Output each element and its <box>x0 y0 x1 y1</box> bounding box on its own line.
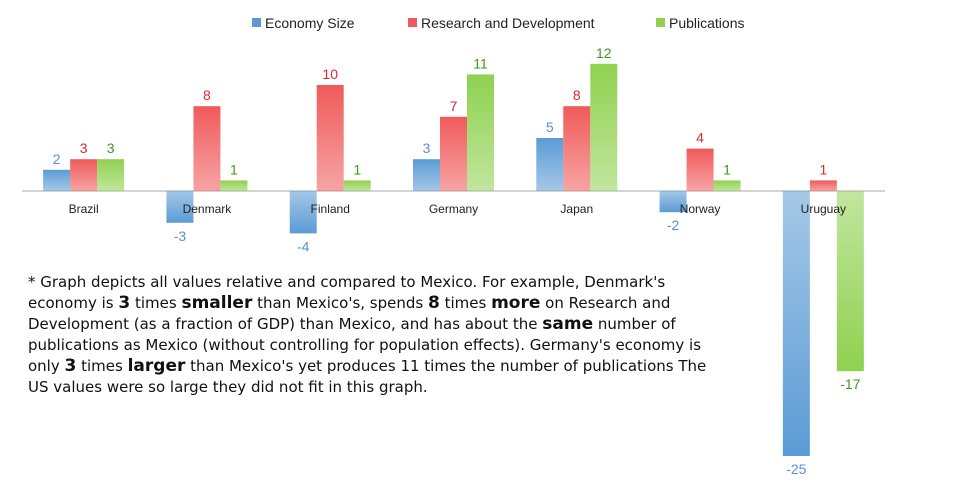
footnote-text-2: times <box>130 294 182 312</box>
x-tick-label-japan: Japan <box>560 202 593 216</box>
footnote-text-5: on Research and Development (as a fracti… <box>28 294 671 333</box>
footnote-text-8: than Mexico's yet produces 11 times the … <box>28 357 707 396</box>
footnote-text-7: times <box>76 357 128 375</box>
footnote-text-4: times <box>439 294 492 312</box>
legend-label-2: Publications <box>669 15 745 31</box>
data-label-finland-1: 10 <box>322 66 338 82</box>
bar-uruguay-2 <box>836 191 864 372</box>
legend-swatch-1 <box>408 18 417 27</box>
bar-denmark-2 <box>220 180 248 191</box>
x-tick-label-denmark: Denmark <box>183 202 233 216</box>
bar-norway-2 <box>713 180 741 191</box>
legend-label-1: Research and Development <box>421 15 595 31</box>
data-label-brazil-2: 3 <box>107 140 115 156</box>
x-tick-label-finland: Finland <box>311 202 350 216</box>
data-label-japan-1: 8 <box>573 87 581 103</box>
data-label-denmark-1: 8 <box>203 87 211 103</box>
data-label-denmark-0: -3 <box>174 228 187 244</box>
data-label-brazil-1: 3 <box>80 140 88 156</box>
data-label-japan-0: 5 <box>546 119 554 135</box>
bar-finland-0 <box>289 191 317 234</box>
bar-japan-0 <box>536 138 564 191</box>
bar-norway-0 <box>659 191 687 213</box>
bar-japan-2 <box>590 63 618 191</box>
bar-denmark-1 <box>193 106 221 191</box>
bar-finland-2 <box>343 180 371 191</box>
x-tick-label-norway: Norway <box>680 202 721 216</box>
bar-norway-1 <box>686 148 714 191</box>
data-label-germany-0: 3 <box>423 140 431 156</box>
footnote-num-2: 8 <box>427 293 440 313</box>
footnote-text-6: number of publications as Mexico (withou… <box>28 315 702 375</box>
data-label-uruguay-1: 1 <box>819 161 827 177</box>
bar-germany-2 <box>467 74 494 191</box>
data-label-uruguay-0: -25 <box>786 461 806 477</box>
footnote-word-larger: larger <box>127 356 186 376</box>
bar-brazil-2 <box>97 159 125 191</box>
bar-denmark-0 <box>166 191 194 223</box>
data-label-finland-0: -4 <box>297 238 310 254</box>
bar-germany-0 <box>413 159 440 191</box>
legend-label-0: Economy Size <box>265 15 355 31</box>
footnote-text-1: * Graph depicts all values relative and … <box>28 273 666 312</box>
bar-finland-1 <box>316 85 344 191</box>
bar-brazil-1 <box>70 159 98 191</box>
data-label-norway-0: -2 <box>667 217 680 233</box>
bar-japan-1 <box>563 106 591 191</box>
footnote-word-more: more <box>491 293 541 313</box>
bar-brazil-0 <box>43 169 71 191</box>
data-label-germany-1: 7 <box>450 98 458 114</box>
data-label-denmark-2: 1 <box>230 161 238 177</box>
data-label-japan-2: 12 <box>596 45 612 61</box>
data-label-brazil-0: 2 <box>53 151 61 167</box>
footnote-num-1: 3 <box>118 293 131 313</box>
legend-swatch-2 <box>656 18 665 27</box>
data-label-norway-2: 1 <box>723 161 731 177</box>
x-tick-label-germany: Germany <box>429 202 478 216</box>
data-label-uruguay-2: -17 <box>840 376 860 392</box>
x-tick-label-uruguay: Uruguay <box>801 202 846 216</box>
x-tick-label-brazil: Brazil <box>69 202 99 216</box>
footnote-num-3: 3 <box>64 356 77 376</box>
data-label-germany-2: 11 <box>473 55 488 71</box>
footnote-text-3: than Mexico's, spends <box>252 294 428 312</box>
data-label-norway-1: 4 <box>696 130 704 146</box>
bar-uruguay-1 <box>809 180 837 191</box>
legend-swatch-0 <box>252 18 261 27</box>
data-label-finland-2: 1 <box>353 161 361 177</box>
bar-uruguay-0 <box>782 191 810 456</box>
footnote-word-same: same <box>542 314 594 334</box>
footnote: * Graph depicts all values relative and … <box>28 272 718 398</box>
bar-germany-1 <box>440 116 467 191</box>
footnote-word-smaller: smaller <box>181 293 253 313</box>
